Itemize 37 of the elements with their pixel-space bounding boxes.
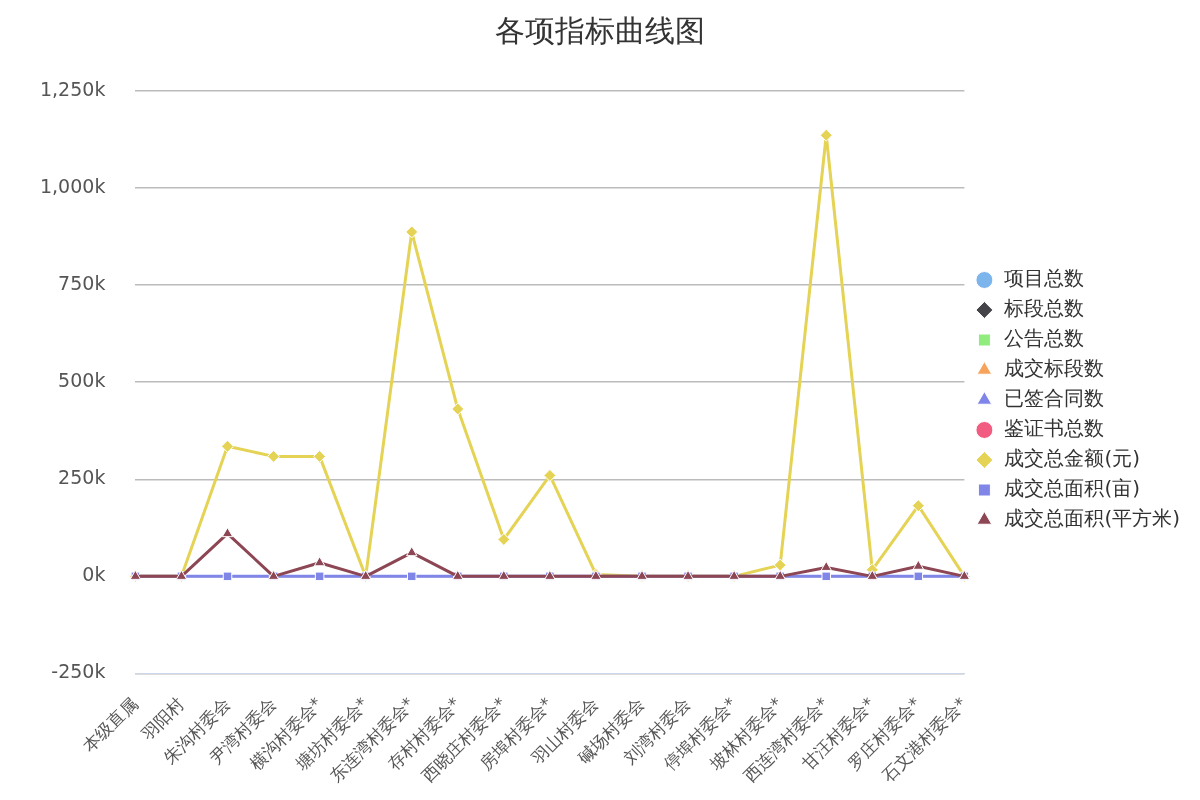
y-tick-label: -250k: [51, 660, 106, 683]
point: [313, 449, 327, 463]
legend-label: 成交总面积(平方米): [1004, 506, 1180, 531]
point: [267, 449, 281, 463]
point: [406, 571, 417, 582]
point: [405, 225, 419, 239]
point: [222, 571, 233, 582]
legend-label: 鉴证书总数: [1004, 416, 1105, 441]
point: [221, 527, 234, 538]
legend-label: 项目总数: [1004, 266, 1085, 291]
y-tick-label: 250k: [58, 466, 106, 489]
y-tick-label: 750k: [58, 272, 106, 295]
point: [819, 128, 833, 142]
point: [313, 556, 326, 567]
legend-label: 已签合同数: [1004, 386, 1105, 411]
legend-label: 公告总数: [1004, 326, 1085, 351]
point: [821, 571, 831, 582]
y-tick-label: 1,250k: [39, 77, 106, 100]
legend-label: 成交标段数: [1004, 356, 1105, 381]
y-tick-label: 1,000k: [39, 175, 106, 198]
y-tick-label: 500k: [58, 369, 106, 392]
point: [912, 559, 925, 570]
y-tick-label: 0k: [82, 563, 106, 586]
point: [913, 571, 924, 582]
point: [543, 468, 557, 482]
point: [406, 546, 418, 557]
point: [820, 560, 832, 571]
point: [221, 439, 235, 453]
legend-label: 成交总面积(亩): [1004, 476, 1140, 501]
legend-label: 成交总金额(元): [1004, 446, 1140, 471]
point: [773, 558, 787, 572]
point: [451, 402, 465, 416]
point: [497, 532, 511, 546]
chart-title: 各项指标曲线图: [495, 12, 705, 48]
legend-label: 标段总数: [1003, 296, 1085, 321]
point: [314, 571, 325, 582]
point: [911, 499, 925, 513]
